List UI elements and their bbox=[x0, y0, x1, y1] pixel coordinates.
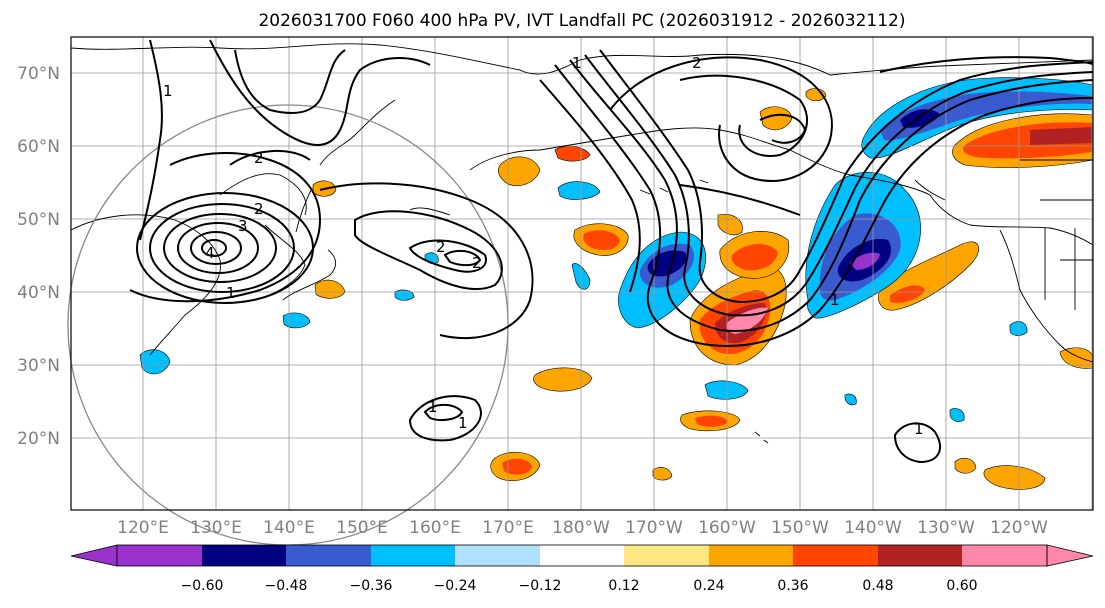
lat-label: 60°N bbox=[17, 137, 60, 157]
contour-label: 1 bbox=[428, 398, 438, 416]
longitude-labels: 120°E 130°E 140°E 150°E 160°E 170°E 180°… bbox=[117, 518, 1048, 538]
contour-label: 1 bbox=[163, 82, 173, 100]
colorbar-segment bbox=[540, 545, 624, 566]
contour-label: 2 bbox=[436, 238, 446, 256]
positive-anomaly-region bbox=[533, 367, 593, 392]
negative-anomaly-region bbox=[949, 408, 965, 422]
negative-anomaly-region bbox=[557, 181, 601, 200]
colorbar-tick-label: −0.60 bbox=[181, 578, 224, 594]
positive-anomaly-region bbox=[583, 230, 620, 250]
contour-label: 1 bbox=[572, 54, 582, 72]
lon-label: 160°W bbox=[698, 518, 756, 538]
shading-layer bbox=[139, 77, 1094, 490]
lat-label: 50°N bbox=[17, 210, 60, 230]
positive-anomaly-region bbox=[983, 465, 1046, 490]
colorbar-tick-label: 0.60 bbox=[946, 578, 977, 594]
positive-anomaly-region bbox=[731, 244, 778, 271]
colorbar-segment bbox=[624, 545, 709, 566]
lon-label: 130°W bbox=[917, 518, 975, 538]
lat-label: 70°N bbox=[17, 64, 60, 84]
map-panel: 1 2 2 3 4 1 2 2 1 1 2 1 1 1 bbox=[67, 36, 1094, 546]
contour-label: 2 bbox=[472, 254, 482, 272]
lat-label: 20°N bbox=[17, 429, 60, 449]
positive-anomaly-region bbox=[717, 213, 743, 236]
positive-anomaly-region bbox=[890, 285, 925, 303]
colorbar-tick-label: 0.48 bbox=[862, 578, 893, 594]
colorbar-segment bbox=[455, 545, 540, 566]
positive-anomaly-region bbox=[502, 458, 532, 475]
colorbar-tick-label: −0.48 bbox=[265, 578, 308, 594]
contour-label: 2 bbox=[254, 149, 264, 167]
negative-anomaly-region bbox=[880, 91, 1093, 141]
colorbar-segments bbox=[117, 545, 1047, 566]
contour-label: 1 bbox=[830, 291, 840, 309]
lon-label: 160°E bbox=[409, 518, 461, 538]
lon-label: 140°W bbox=[844, 518, 902, 538]
contour-label: 4 bbox=[205, 244, 215, 262]
colorbar-tick-label: 0.12 bbox=[608, 578, 639, 594]
colorbar-segment bbox=[962, 545, 1047, 566]
contour-label: 2 bbox=[692, 54, 702, 72]
negative-anomaly-region bbox=[844, 393, 857, 406]
positive-anomaly-region bbox=[652, 467, 673, 481]
positive-anomaly-region bbox=[759, 106, 793, 131]
contour-label: 1 bbox=[914, 420, 924, 438]
colorbar-segment bbox=[878, 545, 962, 566]
colorbar-tick-label: −0.36 bbox=[350, 578, 393, 594]
positive-anomaly-region bbox=[498, 156, 541, 186]
pv-contours bbox=[129, 39, 1094, 464]
lon-label: 120°W bbox=[990, 518, 1048, 538]
positive-anomaly-region bbox=[1030, 127, 1093, 145]
lat-label: 40°N bbox=[17, 283, 60, 303]
colorbar-segment bbox=[286, 545, 371, 566]
colorbar-tick-label: −0.24 bbox=[434, 578, 477, 594]
contour-label: 1 bbox=[226, 284, 236, 302]
colorbar: −0.60 −0.48 −0.36 −0.24 −0.12 0.12 0.24 … bbox=[70, 544, 1094, 594]
lon-label: 180°W bbox=[552, 518, 610, 538]
colorbar-extend-right bbox=[1046, 544, 1094, 567]
coastlines bbox=[70, 43, 1094, 444]
colorbar-tick-label: 0.24 bbox=[693, 578, 724, 594]
negative-anomaly-region bbox=[282, 312, 311, 329]
colorbar-segment bbox=[202, 545, 286, 566]
colorbar-tick-label: −0.12 bbox=[519, 578, 562, 594]
lon-label: 120°E bbox=[117, 518, 169, 538]
negative-anomaly-region bbox=[394, 289, 415, 301]
contour-labels: 1 2 2 3 4 1 2 2 1 1 2 1 1 1 bbox=[163, 54, 924, 438]
positive-anomaly-region bbox=[695, 415, 728, 427]
contour-label: 3 bbox=[238, 217, 248, 235]
negative-anomaly-region bbox=[704, 380, 749, 400]
colorbar-segment bbox=[793, 545, 878, 566]
negative-anomaly-region bbox=[139, 349, 171, 375]
lon-label: 130°E bbox=[190, 518, 242, 538]
colorbar-extend-left bbox=[70, 544, 118, 567]
lon-label: 140°E bbox=[263, 518, 315, 538]
lon-label: 170°W bbox=[625, 518, 683, 538]
lon-label: 150°W bbox=[771, 518, 829, 538]
positive-anomaly-region bbox=[954, 457, 977, 474]
lon-label: 170°E bbox=[482, 518, 534, 538]
lon-label: 150°E bbox=[336, 518, 388, 538]
lat-label: 30°N bbox=[17, 356, 60, 376]
latitude-labels: 70°N 60°N 50°N 40°N 30°N 20°N bbox=[17, 64, 60, 449]
colorbar-segment bbox=[371, 545, 455, 566]
negative-anomaly-region bbox=[1009, 321, 1028, 336]
colorbar-segment bbox=[117, 545, 202, 566]
colorbar-tick-label: 0.36 bbox=[777, 578, 808, 594]
negative-anomaly-region bbox=[850, 252, 880, 270]
map-title: 2026031700 F060 400 hPa PV, IVT Landfall… bbox=[258, 11, 905, 31]
contour-label: 2 bbox=[254, 200, 264, 218]
contour-label: 1 bbox=[458, 414, 468, 432]
colorbar-segment bbox=[709, 545, 793, 566]
